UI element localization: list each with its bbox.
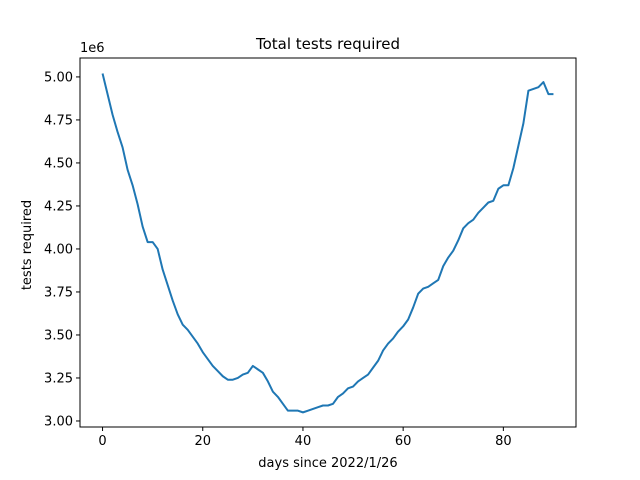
chart-title: Total tests required	[255, 35, 400, 53]
series-line	[101, 73, 554, 414]
y-tick-label: 3.25	[44, 371, 73, 386]
y-tick-label: 4.50	[44, 156, 73, 171]
y-axis-label: tests required	[20, 200, 35, 290]
x-tick-label: 0	[98, 434, 106, 449]
x-tick-label: 20	[194, 434, 211, 449]
x-axis-ticks: 0 20 40 60 80	[98, 427, 512, 449]
y-tick-label: 3.00	[44, 414, 73, 429]
y-tick-label: 4.75	[44, 113, 73, 128]
y-tick-label: 4.00	[44, 242, 73, 257]
plot-area	[101, 73, 554, 414]
y-axis-ticks: 3.00 3.25 3.50 3.75 4.00 4.25 4.50 4.75 5.00	[44, 70, 80, 429]
y-tick-label: 4.25	[44, 199, 73, 214]
x-tick-label: 40	[295, 434, 312, 449]
plot-frame	[79, 57, 577, 428]
y-tick-label: 3.50	[44, 328, 73, 343]
y-tick-label: 5.00	[44, 70, 73, 85]
x-axis-label: days since 2022/1/26	[258, 456, 397, 471]
x-tick-label: 60	[395, 434, 412, 449]
y-axis-offset-label: 1e6	[80, 41, 105, 56]
x-tick-label: 80	[495, 434, 512, 449]
y-tick-label: 3.75	[44, 285, 73, 300]
